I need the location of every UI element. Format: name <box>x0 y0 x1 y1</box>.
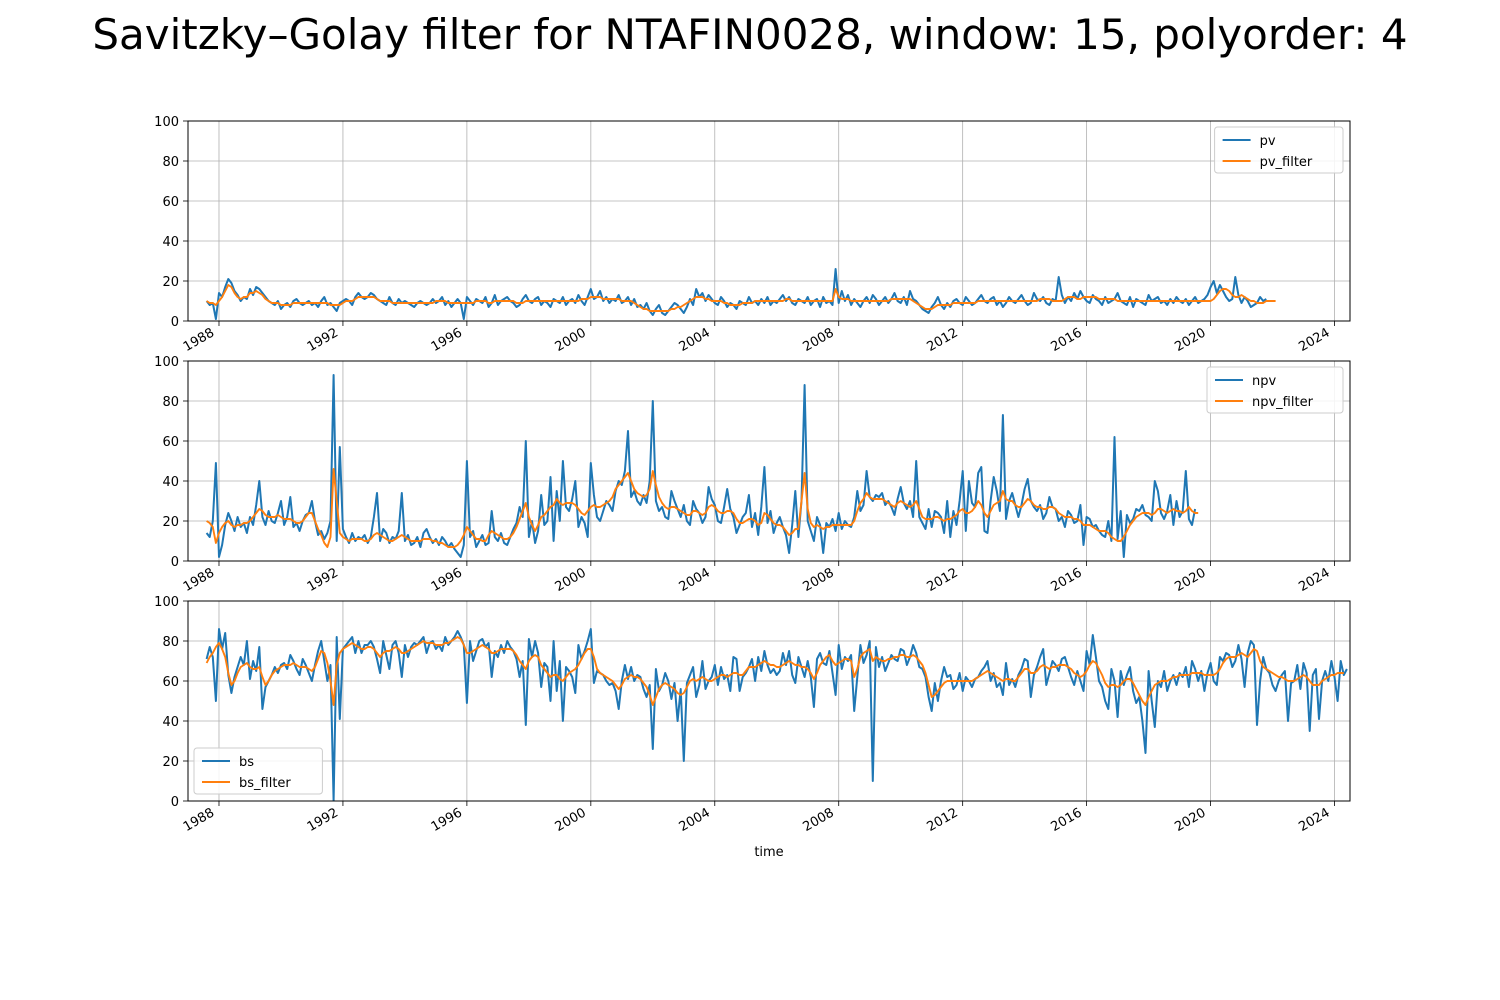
x-tick-label: 2008 <box>801 325 837 355</box>
axes-frame <box>187 120 1351 322</box>
x-tick-label: 2016 <box>1048 565 1084 595</box>
x-tick-label: 1988 <box>181 565 217 595</box>
x-tick-label: 2024 <box>1296 805 1332 835</box>
y-tick-label: 80 <box>162 395 179 410</box>
x-tick-label: 2020 <box>1172 325 1208 355</box>
y-tick-label: 100 <box>154 355 179 370</box>
series-line-bs-filter <box>205 636 1344 706</box>
plot-area <box>188 601 1350 801</box>
chart-panel-bottom: 1988 1992 1996 2000 2004 2008 2012 2016 2020 2024… <box>154 595 1351 860</box>
series-line-pv <box>205 268 1267 320</box>
x-tick-label: 1996 <box>429 805 465 835</box>
legend: npv npv_filter <box>1206 366 1344 414</box>
series-line-bs <box>205 628 1348 801</box>
x-tick-label: 1992 <box>305 565 341 595</box>
x-tick-label: 2012 <box>925 565 961 595</box>
x-tick-label: 2016 <box>1048 325 1084 355</box>
x-tick-label: 1988 <box>181 325 217 355</box>
y-tick-label: 60 <box>162 435 179 450</box>
series-line-npv-filter <box>206 468 1199 548</box>
legend-label-bs: bs <box>239 755 254 770</box>
y-tick-label: 100 <box>154 595 179 610</box>
x-tick-label: 2012 <box>925 805 961 835</box>
series-line-pv-filter <box>206 284 1276 312</box>
x-tick-label: 2004 <box>677 805 713 835</box>
series-line-npv <box>205 374 1197 558</box>
x-tick-label: 1996 <box>429 565 465 595</box>
x-tick-label: 2012 <box>925 325 961 355</box>
legend: pv pv_filter <box>1214 126 1344 174</box>
y-tick-label: 40 <box>162 715 179 730</box>
x-tick-label: 2008 <box>801 565 837 595</box>
axes-frame <box>187 600 1351 802</box>
x-tick-label: 2000 <box>553 565 589 595</box>
y-tick-label: 20 <box>162 275 179 290</box>
x-tick-label: 2004 <box>677 565 713 595</box>
x-tick-label: 1992 <box>305 325 341 355</box>
x-tick-label: 2024 <box>1296 565 1332 595</box>
legend-label-npv: npv <box>1252 374 1276 389</box>
chart-panel-middle: 1988 1992 1996 2000 2004 2008 2012 2016 2020 2024… <box>154 355 1351 595</box>
y-tick-label: 0 <box>171 315 179 330</box>
y-tick-label: 20 <box>162 515 179 530</box>
x-axis-label: time <box>754 845 783 860</box>
legend-label-bs-filter: bs_filter <box>239 776 291 791</box>
axes-frame <box>187 360 1351 562</box>
x-tick-label: 2008 <box>801 805 837 835</box>
y-tick-label: 100 <box>154 115 179 130</box>
legend-label-pv: pv <box>1260 134 1276 149</box>
y-tick-label: 80 <box>162 635 179 650</box>
x-tick-label: 2024 <box>1296 325 1332 355</box>
y-tick-label: 40 <box>162 475 179 490</box>
x-tick-label: 1988 <box>181 805 217 835</box>
y-tick-label: 0 <box>171 555 179 570</box>
x-tick-label: 2000 <box>553 325 589 355</box>
x-tick-label: 2020 <box>1172 565 1208 595</box>
x-tick-label: 1996 <box>429 325 465 355</box>
plot-area <box>188 361 1350 561</box>
y-tick-label: 60 <box>162 195 179 210</box>
x-tick-label: 2004 <box>677 325 713 355</box>
y-tick-label: 80 <box>162 155 179 170</box>
y-tick-label: 0 <box>171 795 179 810</box>
figure-title: Savitzky–Golay filter for NTAFIN0028, wi… <box>92 10 1408 59</box>
y-tick-label: 40 <box>162 235 179 250</box>
y-tick-label: 60 <box>162 675 179 690</box>
x-tick-label: 2020 <box>1172 805 1208 835</box>
legend-label-pv-filter: pv_filter <box>1260 155 1313 170</box>
y-tick-label: 20 <box>162 755 179 770</box>
legend: bs bs_filter <box>193 747 323 795</box>
plot-area <box>188 121 1350 321</box>
legend-label-npv-filter: npv_filter <box>1252 395 1314 410</box>
chart-panel-top: 1988 1992 1996 2000 2004 2008 2012 2016 2020 2024… <box>154 115 1351 355</box>
x-tick-label: 2000 <box>553 805 589 835</box>
x-tick-label: 1992 <box>305 805 341 835</box>
x-tick-label: 2016 <box>1048 805 1084 835</box>
